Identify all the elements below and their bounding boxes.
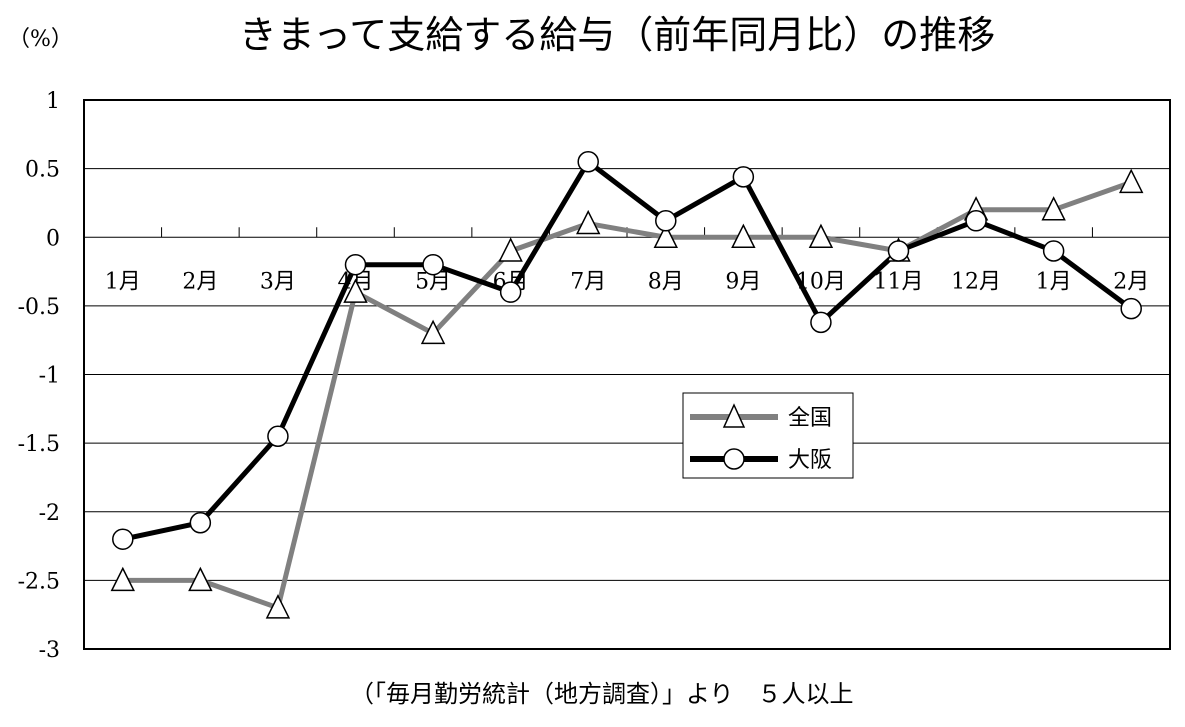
data-point-osaka	[965, 210, 987, 232]
data-point-zenkoku	[1041, 196, 1066, 221]
x-tick-label: 12月	[951, 269, 1001, 294]
data-point-zenkoku	[265, 594, 291, 619]
x-tick-label: 11月	[874, 269, 924, 294]
y-tick-label: 1	[46, 89, 60, 114]
data-point-osaka	[577, 151, 599, 173]
plot-area-frame	[83, 99, 1171, 650]
y-tick-label: -2	[39, 501, 60, 526]
data-point-osaka	[422, 253, 444, 276]
y-tick-label: -3	[39, 638, 60, 663]
x-tick-label: 9月	[725, 269, 761, 294]
data-point-zenkoku	[653, 223, 678, 248]
data-point-osaka	[655, 210, 677, 232]
x-tick-label: 8月	[648, 269, 684, 294]
x-axis-tick-labels: 1月2月3月4月5月6月7月8月9月10月11月12月1月2月	[105, 269, 1149, 294]
data-point-osaka	[267, 425, 289, 448]
data-point-zenkoku	[343, 278, 368, 303]
x-tick-label: 1月	[105, 269, 141, 294]
chart-title: きまって支給する給与（前年同月比）の推移	[239, 13, 996, 57]
legend-box	[682, 392, 854, 479]
x-tick-label: 2月	[182, 269, 218, 294]
legend-label-zenkoku: 全国	[788, 406, 832, 431]
series-line-zenkoku	[122, 179, 1133, 611]
legend-label-osaka: 大阪	[788, 448, 832, 473]
data-point-zenkoku	[498, 237, 523, 262]
data-point-zenkoku	[576, 209, 601, 235]
series-layer	[110, 151, 1144, 619]
y-axis-tick-labels: 1 0.5 0 -0.5 -1 -1.5 -2 -2.5 -3	[18, 89, 60, 663]
x-tick-label: 3月	[260, 269, 296, 294]
gridlines	[84, 168, 1170, 581]
series-line-osaka	[122, 159, 1133, 542]
data-point-osaka	[344, 253, 367, 276]
data-point-osaka	[112, 528, 134, 550]
y-tick-label: -1.5	[18, 432, 60, 457]
y-tick-label: -1	[39, 364, 60, 389]
y-tick-label: -0.5	[18, 295, 60, 320]
data-point-osaka	[810, 311, 832, 334]
x-tick-label: 7月	[570, 269, 606, 294]
data-point-osaka	[1120, 297, 1142, 320]
legend-marker-zenkoku	[722, 403, 746, 428]
data-point-osaka	[887, 240, 910, 262]
y-unit-label: （%）	[8, 27, 73, 52]
data-point-osaka	[189, 511, 212, 534]
y-tick-label: -2.5	[18, 569, 60, 594]
legend: 全国 大阪	[682, 392, 854, 479]
x-tick-label: 1月	[1036, 269, 1072, 294]
x-tick-label: 2月	[1113, 269, 1149, 294]
data-point-zenkoku	[188, 566, 213, 592]
data-point-zenkoku	[808, 223, 834, 248]
y-tick-label: 0	[46, 226, 60, 251]
source-note: （「毎月勤労統計（地方調査）」より ５人以上	[350, 680, 854, 708]
data-point-zenkoku	[420, 319, 446, 345]
data-point-zenkoku	[1119, 168, 1144, 194]
data-point-osaka	[1042, 240, 1065, 262]
data-point-osaka	[732, 166, 755, 188]
data-point-osaka	[499, 281, 522, 303]
legend-marker-osaka	[723, 448, 745, 470]
data-point-zenkoku	[731, 223, 756, 248]
data-point-zenkoku	[110, 566, 135, 592]
y-tick-label: 0.5	[25, 158, 60, 183]
